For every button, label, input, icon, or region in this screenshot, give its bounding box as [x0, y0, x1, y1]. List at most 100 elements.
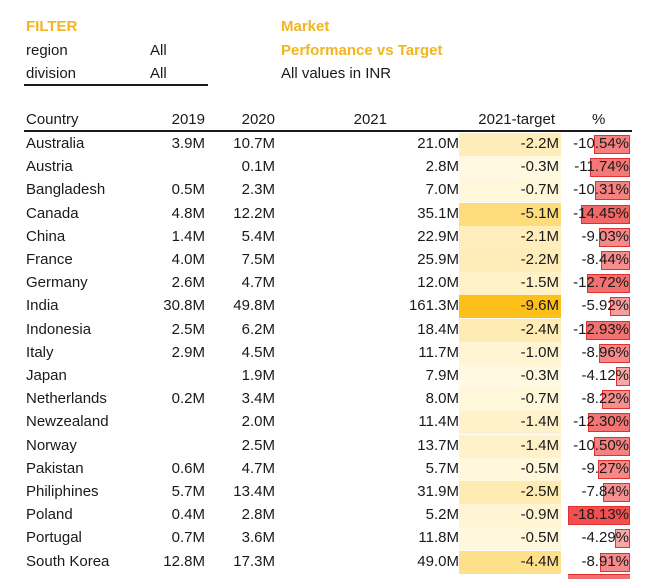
pct-bar: [598, 459, 630, 479]
report-note: All values in INR: [281, 65, 392, 82]
cell-2021: 31.9M: [417, 483, 459, 500]
column-header-2019: 2019: [171, 111, 205, 128]
table-row: Pakistan 0.6M 4.7M 5.7M -0.5M -9.27%: [0, 457, 650, 481]
cell-pct: -8.96%: [581, 343, 629, 361]
cell-2021-target: -1.4M: [520, 436, 559, 454]
cell-country: Philiphines: [26, 483, 99, 500]
table-row: Norway 2.5M 13.7M -1.4M -10.50%: [0, 434, 650, 458]
cell-2020: 3.6M: [241, 529, 275, 547]
cell-2021-target: -0.3M: [520, 367, 559, 384]
cell-2019: 3.9M: [171, 135, 205, 152]
cell-2021-target: -0.7M: [520, 390, 559, 408]
pct-bar: [586, 274, 630, 294]
cell-2019: 0.7M: [171, 529, 205, 547]
table-row: Italy 2.9M 4.5M 11.7M -1.0M -8.96%: [0, 341, 650, 365]
cell-2020: 2.0M: [241, 413, 275, 431]
pct-bar: [599, 343, 630, 363]
table-row: Newzealand 2.0M 11.4M -1.4M -12.30%: [0, 411, 650, 435]
cell-country: Germany: [26, 274, 88, 292]
cell-country: Australia: [26, 135, 85, 152]
table-row: Germany 2.6M 4.7M 12.0M -1.5M -12.72%: [0, 272, 650, 296]
cell-2020: 0.1M: [241, 158, 275, 176]
table-row: Indonesia 2.5M 6.2M 18.4M -2.4M -12.93%: [0, 318, 650, 342]
cell-2020: 2.3M: [241, 181, 275, 199]
pct-bar: [594, 436, 630, 456]
cell-2020: 2.8M: [241, 506, 275, 524]
cell-2021: 12.0M: [417, 274, 459, 292]
cell-2021: 5.2M: [425, 506, 459, 524]
target-heat-cell: [459, 550, 561, 574]
cell-pct: -8.44%: [581, 251, 629, 268]
table-row: Netherlands 0.2M 3.4M 8.0M -0.7M -8.22%: [0, 388, 650, 412]
cell-2021-target: -2.2M: [520, 135, 559, 152]
cell-2019: 2.5M: [171, 320, 205, 338]
cell-country: China: [26, 227, 66, 245]
target-heat-cell: [459, 225, 561, 249]
filter-divider: [24, 84, 208, 86]
cell-2021: 35.1M: [417, 204, 459, 222]
pct-bar: [585, 320, 630, 340]
cell-2019: 0.6M: [171, 459, 205, 477]
table-row: Portugal 0.7M 3.6M 11.8M -0.5M -4.29%: [0, 527, 650, 551]
table-row: Australia 3.9M 10.7M 21.0M -2.2M -10.54%: [0, 133, 650, 156]
cell-pct: -5.92%: [581, 297, 629, 315]
cell-country: India: [26, 297, 59, 315]
cell-2019: 2.9M: [171, 343, 205, 361]
table-row: China 1.4M 5.4M 22.9M -2.1M -9.03%: [0, 225, 650, 249]
cell-pct: -8.22%: [581, 390, 629, 408]
column-header-pct: %: [592, 111, 606, 128]
cell-2020: 10.7M: [233, 135, 275, 152]
cell-2020: 12.2M: [233, 204, 275, 222]
filter-region-value[interactable]: All: [150, 42, 167, 59]
cell-2021-target: -1.0M: [520, 343, 559, 361]
cell-pct: -9.27%: [581, 459, 629, 477]
target-heat-cell: [459, 272, 561, 296]
table-row: Canada 4.8M 12.2M 35.1M -5.1M -14.45%: [0, 202, 650, 226]
pct-bar: [599, 227, 630, 247]
table-row: Austria 0.1M 2.8M -0.3M -11.74%: [0, 156, 650, 180]
pct-bar: [601, 251, 630, 270]
header-divider: [24, 130, 632, 132]
cell-2020: 5.4M: [241, 227, 275, 245]
target-heat-cell: [459, 318, 561, 342]
cell-2020: 2.5M: [241, 436, 275, 454]
cell-2020: 7.5M: [241, 251, 275, 268]
cell-pct: -10.50%: [573, 436, 629, 454]
cell-2020: 17.3M: [233, 552, 275, 570]
cell-country: Italy: [26, 343, 54, 361]
cell-2020: 13.4M: [233, 483, 275, 500]
target-heat-cell: [459, 156, 561, 180]
cell-2021: 7.9M: [425, 367, 459, 384]
cell-2021: 8.0M: [425, 390, 459, 408]
cell-country: Netherlands: [26, 390, 107, 408]
cell-country: Portugal: [26, 529, 82, 547]
report-title: Market: [281, 18, 330, 35]
column-header-2021-target: 2021-target: [478, 111, 555, 128]
cell-2019: 4.8M: [171, 204, 205, 222]
cell-2020: 1.9M: [241, 367, 275, 384]
cell-pct: -10.54%: [573, 135, 629, 152]
pct-bar: [580, 204, 630, 224]
cell-2021-target: -0.5M: [520, 459, 559, 477]
pct-bar: [603, 483, 630, 502]
cell-2020: 6.2M: [241, 320, 275, 338]
pct-bar: [593, 135, 630, 154]
pct-bar: [589, 158, 630, 178]
target-heat-cell: [459, 457, 561, 481]
cell-2019: 4.0M: [171, 251, 205, 268]
cell-2021: 7.0M: [425, 181, 459, 199]
pct-bar: [615, 529, 630, 549]
cell-2021: 11.7M: [418, 343, 459, 361]
filter-division-value[interactable]: All: [150, 65, 167, 82]
cell-2021: 13.7M: [417, 436, 459, 454]
cell-2021: 21.0M: [417, 135, 459, 152]
target-heat-cell: [459, 388, 561, 412]
pct-bar: [587, 413, 630, 433]
cell-2021: 11.8M: [418, 529, 459, 547]
cell-2021: 161.3M: [408, 297, 459, 315]
cell-country: South Korea: [26, 552, 110, 570]
cell-2019: 0.5M: [171, 181, 205, 199]
target-heat-cell: [459, 133, 561, 156]
pct-bar: [568, 506, 630, 526]
column-header-2021: 2021: [353, 111, 387, 128]
